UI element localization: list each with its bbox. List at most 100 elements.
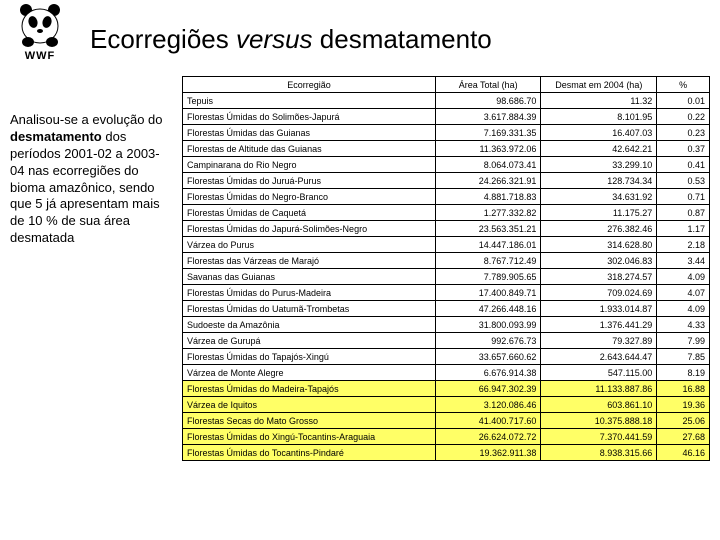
table-row: Florestas Secas do Mato Grosso41.400.717… [183, 413, 710, 429]
cell-pct: 4.09 [657, 301, 710, 317]
cell-pct: 46.16 [657, 445, 710, 461]
cell-area: 24.266.321.91 [435, 173, 540, 189]
cell-area: 4.881.718.83 [435, 189, 540, 205]
table-row: Florestas Úmidas do Solimões-Japurá3.617… [183, 109, 710, 125]
table-row: Tepuis98.686.7011.320.01 [183, 93, 710, 109]
cell-area: 8.767.712.49 [435, 253, 540, 269]
cell-pct: 27.68 [657, 429, 710, 445]
sidebar-text: Analisou-se a evolução do desmatamento d… [10, 76, 182, 461]
cell-pct: 0.87 [657, 205, 710, 221]
cell-eco: Sudoeste da Amazônia [183, 317, 436, 333]
cell-desm: 302.046.83 [541, 253, 657, 269]
table-container: Ecorregião Área Total (ha) Desmat em 200… [182, 76, 710, 461]
cell-area: 1.277.332.82 [435, 205, 540, 221]
ecoregion-table: Ecorregião Área Total (ha) Desmat em 200… [182, 76, 710, 461]
cell-pct: 2.18 [657, 237, 710, 253]
cell-area: 3.617.884.39 [435, 109, 540, 125]
cell-desm: 1.933.014.87 [541, 301, 657, 317]
cell-pct: 7.99 [657, 333, 710, 349]
table-row: Florestas Úmidas do Tocantins-Pindaré19.… [183, 445, 710, 461]
cell-eco: Florestas Úmidas do Tocantins-Pindaré [183, 445, 436, 461]
table-row: Florestas Úmidas das Guianas7.169.331.35… [183, 125, 710, 141]
cell-pct: 3.44 [657, 253, 710, 269]
table-row: Sudoeste da Amazônia31.800.093.991.376.4… [183, 317, 710, 333]
cell-desm: 79.327.89 [541, 333, 657, 349]
cell-pct: 16.88 [657, 381, 710, 397]
cell-eco: Florestas Secas do Mato Grosso [183, 413, 436, 429]
col-ecorregiao: Ecorregião [183, 77, 436, 93]
cell-pct: 0.22 [657, 109, 710, 125]
cell-desm: 10.375.888.18 [541, 413, 657, 429]
cell-pct: 0.01 [657, 93, 710, 109]
cell-area: 19.362.911.38 [435, 445, 540, 461]
cell-desm: 16.407.03 [541, 125, 657, 141]
table-row: Várzea do Purus14.447.186.01314.628.802.… [183, 237, 710, 253]
cell-eco: Florestas Úmidas do Japurá-Solimões-Negr… [183, 221, 436, 237]
cell-eco: Várzea de Monte Alegre [183, 365, 436, 381]
cell-eco: Várzea do Purus [183, 237, 436, 253]
cell-pct: 0.71 [657, 189, 710, 205]
cell-area: 41.400.717.60 [435, 413, 540, 429]
cell-eco: Campinarana do Rio Negro [183, 157, 436, 173]
cell-area: 26.624.072.72 [435, 429, 540, 445]
cell-area: 3.120.086.46 [435, 397, 540, 413]
content: Analisou-se a evolução do desmatamento d… [0, 76, 720, 461]
cell-eco: Florestas das Várzeas de Marajó [183, 253, 436, 269]
col-area: Área Total (ha) [435, 77, 540, 93]
table-header-row: Ecorregião Área Total (ha) Desmat em 200… [183, 77, 710, 93]
cell-eco: Florestas Úmidas do Tapajós-Xingú [183, 349, 436, 365]
cell-eco: Florestas Úmidas do Juruá-Purus [183, 173, 436, 189]
header: WWF Ecorregiões versus desmatamento [0, 0, 720, 76]
col-desmat: Desmat em 2004 (ha) [541, 77, 657, 93]
cell-desm: 276.382.46 [541, 221, 657, 237]
table-row: Florestas Úmidas do Uatumã-Trombetas47.2… [183, 301, 710, 317]
table-row: Florestas Úmidas de Caquetá1.277.332.821… [183, 205, 710, 221]
table-row: Várzea de Gurupá992.676.7379.327.897.99 [183, 333, 710, 349]
wwf-text: WWF [25, 50, 55, 62]
table-row: Florestas Úmidas do Juruá-Purus24.266.32… [183, 173, 710, 189]
cell-area: 23.563.351.21 [435, 221, 540, 237]
cell-desm: 7.370.441.59 [541, 429, 657, 445]
table-row: Florestas Úmidas do Purus-Madeira17.400.… [183, 285, 710, 301]
cell-desm: 8.938.315.66 [541, 445, 657, 461]
table-row: Florestas Úmidas do Negro-Branco4.881.71… [183, 189, 710, 205]
table-row: Florestas Úmidas do Madeira-Tapajós66.94… [183, 381, 710, 397]
table-row: Florestas Úmidas do Tapajós-Xingú33.657.… [183, 349, 710, 365]
cell-desm: 709.024.69 [541, 285, 657, 301]
cell-desm: 11.175.27 [541, 205, 657, 221]
cell-area: 98.686.70 [435, 93, 540, 109]
cell-desm: 11.32 [541, 93, 657, 109]
cell-eco: Várzea de Iquitos [183, 397, 436, 413]
title-prefix: Ecorregiões [90, 24, 236, 54]
cell-area: 66.947.302.39 [435, 381, 540, 397]
cell-eco: Florestas Úmidas do Xingú-Tocantins-Arag… [183, 429, 436, 445]
cell-eco: Tepuis [183, 93, 436, 109]
cell-eco: Florestas de Altitude das Guianas [183, 141, 436, 157]
panda-icon [16, 4, 64, 48]
cell-area: 17.400.849.71 [435, 285, 540, 301]
table-row: Florestas de Altitude das Guianas11.363.… [183, 141, 710, 157]
cell-desm: 11.133.887.86 [541, 381, 657, 397]
table-row: Florestas das Várzeas de Marajó8.767.712… [183, 253, 710, 269]
col-percent: % [657, 77, 710, 93]
cell-area: 992.676.73 [435, 333, 540, 349]
table-row: Florestas Úmidas do Xingú-Tocantins-Arag… [183, 429, 710, 445]
cell-pct: 4.33 [657, 317, 710, 333]
cell-eco: Florestas Úmidas do Madeira-Tapajós [183, 381, 436, 397]
cell-pct: 8.19 [657, 365, 710, 381]
cell-area: 8.064.073.41 [435, 157, 540, 173]
cell-eco: Florestas Úmidas do Negro-Branco [183, 189, 436, 205]
cell-eco: Florestas Úmidas do Uatumã-Trombetas [183, 301, 436, 317]
cell-desm: 314.628.80 [541, 237, 657, 253]
cell-area: 6.676.914.38 [435, 365, 540, 381]
cell-eco: Florestas Úmidas de Caquetá [183, 205, 436, 221]
cell-desm: 603.861.10 [541, 397, 657, 413]
cell-area: 7.789.905.65 [435, 269, 540, 285]
cell-desm: 42.642.21 [541, 141, 657, 157]
wwf-logo: WWF [10, 4, 70, 74]
cell-area: 33.657.660.62 [435, 349, 540, 365]
cell-desm: 33.299.10 [541, 157, 657, 173]
table-row: Florestas Úmidas do Japurá-Solimões-Negr… [183, 221, 710, 237]
cell-area: 47.266.448.16 [435, 301, 540, 317]
table-row: Várzea de Monte Alegre6.676.914.38547.11… [183, 365, 710, 381]
